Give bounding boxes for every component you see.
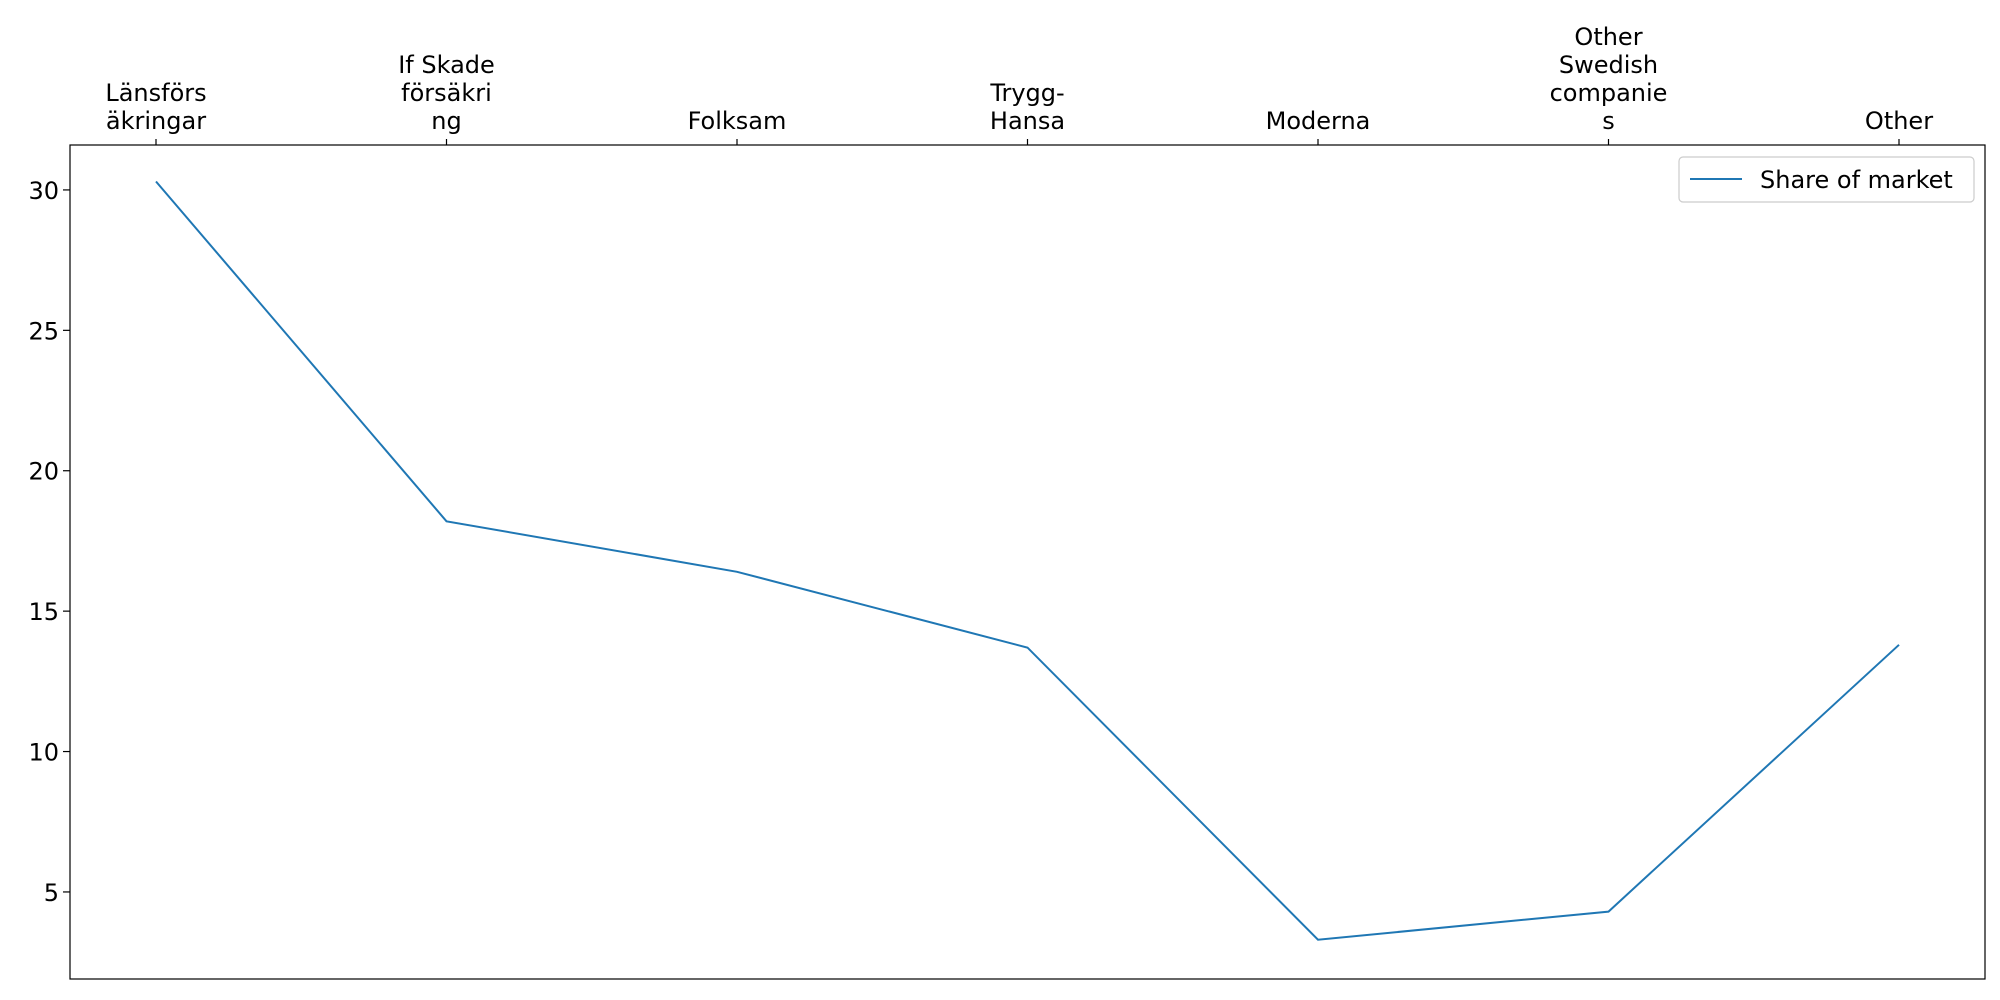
y-axis-ticks: 5 10 15 20 25 30 <box>28 177 70 907</box>
x-tick-label: If Skade försäkri ng <box>398 51 495 135</box>
x-tick-label: Folksam <box>688 107 787 135</box>
x-tick-label: Other <box>1865 107 1933 135</box>
y-tick-label: 10 <box>28 739 59 767</box>
x-tick-label: Other Swedish companie s <box>1550 23 1668 135</box>
legend-box <box>1678 156 1975 203</box>
y-tick-label: 25 <box>28 317 59 345</box>
legend: Share of market <box>1678 156 1975 203</box>
legend-label: Share of market <box>1760 166 1953 194</box>
plot-frame <box>69 144 1986 980</box>
y-tick-label: 5 <box>44 879 59 907</box>
x-tick-label: Moderna <box>1266 107 1371 135</box>
x-tick-label: Trygg-Hansa <box>989 79 1065 135</box>
x-axis-ticks: Länsförs äkringar If Skade försäkri ng Folksa… <box>105 23 1933 145</box>
share-of-market-line <box>155 180 1900 941</box>
y-tick-label: 20 <box>28 458 59 486</box>
y-tick-label: 15 <box>28 598 59 626</box>
y-tick-label: 30 <box>28 177 59 205</box>
x-tick-label: Länsförs äkringar <box>105 79 206 135</box>
